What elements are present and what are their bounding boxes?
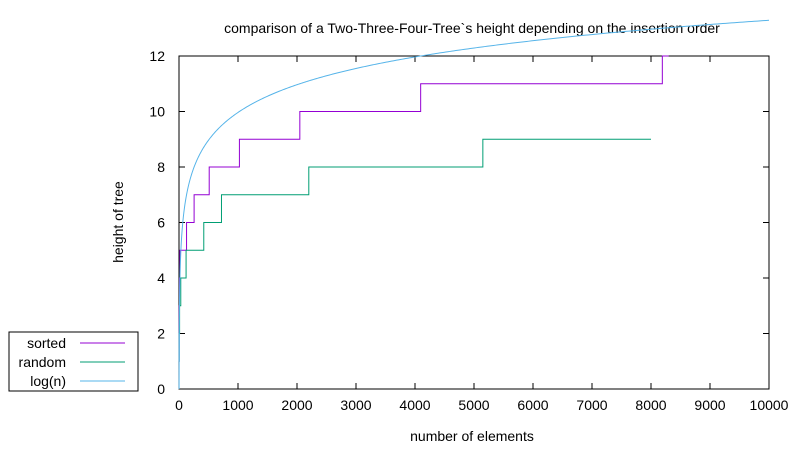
chart-title: comparison of a Two-Three-Four-Tree`s he… — [224, 20, 720, 36]
x-tick-label: 3000 — [340, 397, 371, 413]
series-line-sorted — [178, 55, 669, 362]
x-tick-label: 4000 — [399, 397, 430, 413]
legend-label: random — [19, 354, 66, 370]
plot-border — [178, 55, 770, 390]
x-tick-label: 7000 — [576, 397, 607, 413]
legend-label: sorted — [27, 335, 66, 351]
y-tick-label: 6 — [157, 215, 165, 231]
legend-label: log(n) — [30, 373, 66, 389]
x-tick-label: 8000 — [635, 397, 666, 413]
y-tick-label: 8 — [157, 159, 165, 175]
x-tick-label: 10000 — [750, 397, 789, 413]
y-tick-label: 12 — [149, 48, 165, 64]
legend: sorted random log(n) — [8, 331, 139, 392]
x-tick-label: 2000 — [281, 397, 312, 413]
x-axis-label: number of elements — [410, 428, 534, 444]
y-axis-label: height of tree — [110, 181, 126, 263]
y-tick-label: 0 — [157, 381, 165, 397]
y-tick-label: 10 — [149, 104, 165, 120]
x-tick-label: 0 — [175, 397, 183, 413]
axis-labels: number of elements height of tree — [110, 181, 534, 444]
series-line-random — [178, 138, 651, 362]
x-tick-label: 5000 — [458, 397, 489, 413]
x-tick-label: 6000 — [517, 397, 548, 413]
x-tick-label: 9000 — [694, 397, 725, 413]
y-tick-label: 4 — [157, 270, 165, 286]
x-tick-label: 1000 — [222, 397, 253, 413]
chart-title-group: comparison of a Two-Three-Four-Tree`s he… — [224, 20, 720, 36]
y-tick-label: 2 — [157, 326, 165, 342]
series-line-logn — [178, 19, 770, 390]
plot-area: 0 1000 2000 3000 4000 5000 6000 7000 8000 9000 100… — [149, 19, 789, 413]
